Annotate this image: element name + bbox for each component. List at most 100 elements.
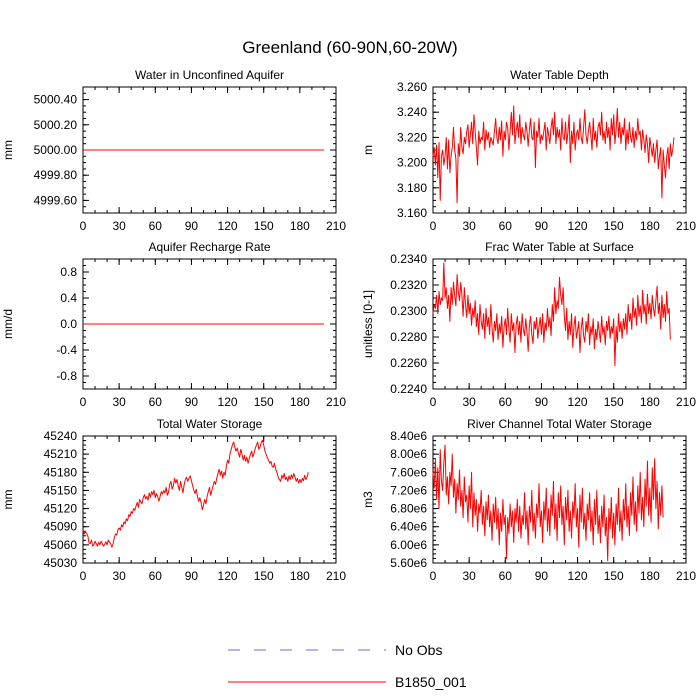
- y-tick-label: 0.2340: [390, 252, 427, 266]
- legend-label-b1850: B1850_001: [395, 674, 467, 690]
- y-axis-label: unitless [0-1]: [361, 290, 375, 358]
- x-tick-label: 120: [568, 395, 588, 409]
- y-tick-label: 45210: [44, 447, 78, 461]
- series-line: [432, 444, 664, 562]
- y-tick-label: 0.2300: [390, 304, 427, 318]
- x-tick-label: 60: [499, 395, 513, 409]
- y-tick-label: 3.200: [397, 156, 427, 170]
- y-tick-label: 8.40e6: [390, 429, 427, 443]
- x-tick-label: 90: [185, 395, 199, 409]
- x-tick-label: 60: [149, 219, 163, 233]
- panel-3: Frac Water Table at Surface 0 30 60 90 120 150…: [361, 240, 696, 409]
- y-tick-label: 0.2320: [390, 278, 427, 292]
- y-tick-label: 7.20e6: [390, 483, 427, 497]
- panel-4: Total Water Storage 0 30 60 90 120 150 180 210 45…: [1, 417, 346, 583]
- legend-label-no-obs: No Obs: [395, 642, 442, 658]
- y-tick-label: 5000.40: [34, 93, 78, 107]
- y-tick-label: 45150: [44, 483, 78, 497]
- x-tick-label: 150: [604, 395, 624, 409]
- x-tick-label: 90: [535, 395, 549, 409]
- y-tick-label: -0.8: [56, 369, 77, 383]
- y-axis-label: mm: [1, 140, 15, 160]
- y-tick-label: 6.00e6: [390, 538, 427, 552]
- x-tick-label: 30: [462, 569, 476, 583]
- x-tick-label: 30: [462, 395, 476, 409]
- y-tick-label: -0.4: [56, 343, 77, 357]
- x-tick-label: 210: [676, 395, 696, 409]
- y-axis-label: mm: [1, 490, 15, 510]
- plot-frame: [82, 435, 337, 564]
- x-tick-label: 90: [185, 219, 199, 233]
- x-tick-label: 120: [218, 219, 238, 233]
- panel-2: Aquifer Recharge Rate 0 30 60 90 120 150 180 210…: [1, 240, 346, 409]
- x-tick-label: 30: [112, 569, 126, 583]
- x-tick-label: 60: [149, 395, 163, 409]
- x-tick-label: 150: [254, 395, 274, 409]
- y-tick-label: 6.80e6: [390, 502, 427, 516]
- y-tick-label: 0.0: [60, 317, 77, 331]
- x-tick-label: 210: [676, 569, 696, 583]
- y-tick-label: 0.2260: [390, 356, 427, 370]
- panel-title: Aquifer Recharge Rate: [148, 240, 270, 254]
- x-tick-label: 90: [535, 219, 549, 233]
- x-tick-label: 90: [535, 569, 549, 583]
- y-tick-label: 3.160: [397, 206, 427, 220]
- x-tick-label: 120: [218, 395, 238, 409]
- x-tick-label: 120: [218, 569, 238, 583]
- x-tick-label: 0: [430, 219, 437, 233]
- y-tick-label: 0.2280: [390, 330, 427, 344]
- x-tick-label: 0: [430, 569, 437, 583]
- y-tick-label: 45240: [44, 429, 78, 443]
- panel-1: Water Table Depth 0 30 60 90 120 150 180 210 3.16…: [361, 68, 696, 233]
- x-tick-label: 180: [640, 395, 660, 409]
- x-tick-label: 210: [326, 219, 346, 233]
- y-tick-label: 45180: [44, 465, 78, 479]
- y-tick-label: 4999.60: [34, 193, 78, 207]
- y-tick-label: 0.2240: [390, 382, 427, 396]
- figure-title: Greenland (60-90N,60-20W): [242, 38, 457, 57]
- panel-title: Water in Unconfined Aquifer: [135, 68, 284, 82]
- x-tick-label: 30: [112, 219, 126, 233]
- y-tick-label: 45090: [44, 520, 78, 534]
- panel-title: Total Water Storage: [157, 417, 263, 431]
- y-tick-label: 6.40e6: [390, 520, 427, 534]
- x-tick-label: 60: [149, 569, 163, 583]
- y-tick-label: 45060: [44, 538, 78, 552]
- x-tick-label: 180: [290, 569, 310, 583]
- y-tick-label: 3.220: [397, 130, 427, 144]
- x-tick-label: 120: [568, 569, 588, 583]
- y-tick-label: 3.180: [397, 181, 427, 195]
- panel-grid: Water in Unconfined Aquifer 0 30 60 90 120 150…: [1, 68, 696, 583]
- y-tick-label: 4999.80: [34, 168, 78, 182]
- x-tick-label: 30: [112, 395, 126, 409]
- panel-title: Frac Water Table at Surface: [485, 240, 634, 254]
- panel-0: Water in Unconfined Aquifer 0 30 60 90 120 150…: [1, 68, 346, 233]
- y-tick-label: 5.60e6: [390, 556, 427, 570]
- series-line: [432, 105, 675, 204]
- x-tick-label: 180: [640, 219, 660, 233]
- x-tick-label: 180: [640, 569, 660, 583]
- x-tick-label: 90: [185, 569, 199, 583]
- x-tick-label: 210: [326, 569, 346, 583]
- x-tick-label: 150: [254, 569, 274, 583]
- x-tick-label: 0: [80, 569, 87, 583]
- x-tick-label: 180: [290, 219, 310, 233]
- x-tick-label: 150: [604, 569, 624, 583]
- y-tick-label: 8.00e6: [390, 447, 427, 461]
- y-axis-label: m: [361, 145, 375, 155]
- y-axis-label: m3: [361, 491, 375, 508]
- x-tick-label: 150: [254, 219, 274, 233]
- y-tick-label: 45120: [44, 502, 78, 516]
- y-tick-label: 5000.00: [34, 143, 78, 157]
- legend: No Obs B1850_001: [228, 642, 467, 690]
- x-tick-label: 0: [80, 395, 87, 409]
- y-tick-label: 5000.20: [34, 118, 78, 132]
- y-axis-label: mm/d: [1, 309, 15, 339]
- y-tick-label: 7.60e6: [390, 465, 427, 479]
- y-tick-label: 45030: [44, 556, 78, 570]
- series-line: [432, 262, 671, 367]
- x-tick-label: 210: [326, 395, 346, 409]
- x-tick-label: 210: [676, 219, 696, 233]
- x-tick-label: 60: [499, 569, 513, 583]
